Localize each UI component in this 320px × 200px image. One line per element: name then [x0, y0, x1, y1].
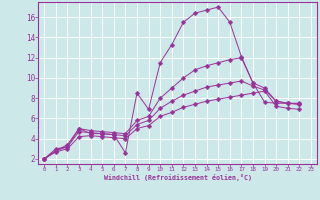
X-axis label: Windchill (Refroidissement éolien,°C): Windchill (Refroidissement éolien,°C)	[104, 174, 252, 181]
